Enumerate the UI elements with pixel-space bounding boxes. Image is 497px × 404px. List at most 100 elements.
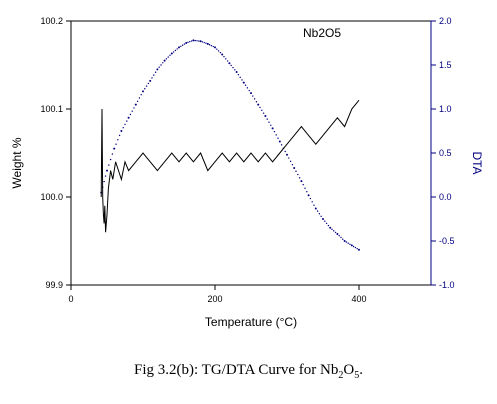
y-right-tick-label: 1.0: [439, 104, 452, 114]
dta-dot: [180, 45, 182, 47]
dta-point: [221, 53, 224, 56]
dta-dot: [295, 170, 297, 172]
dta-dot: [304, 187, 306, 189]
dta-point: [350, 244, 353, 247]
dta-dot: [117, 139, 119, 141]
dta-dot: [268, 121, 270, 123]
dta-point: [142, 90, 144, 93]
dta-point: [178, 46, 180, 49]
dta-dot: [311, 201, 313, 203]
dta-point: [286, 153, 288, 156]
dta-dot: [284, 150, 286, 153]
y-right-axis-label: DTA: [470, 151, 484, 174]
dta-dot: [198, 40, 200, 42]
dta-dot: [131, 110, 133, 112]
dta-dot: [324, 220, 326, 222]
dta-dot: [241, 79, 243, 81]
dta-dot: [181, 44, 184, 46]
dta-dot: [298, 177, 301, 179]
dta-point: [214, 46, 216, 49]
dta-point: [113, 147, 116, 150]
dta-dot: [253, 98, 256, 100]
dta-dot: [126, 120, 128, 122]
dta-dot: [138, 97, 141, 99]
dta-dot: [124, 123, 126, 126]
dta-dot: [194, 39, 196, 42]
dta-dot: [219, 51, 222, 54]
dta-dot: [318, 213, 321, 215]
y-left-tick-label: 100.0: [40, 192, 63, 202]
dta-dot: [306, 191, 308, 193]
dta-dot: [237, 73, 240, 76]
dta-dot: [167, 56, 169, 58]
dta-dot: [342, 238, 344, 240]
dta-dot: [176, 48, 178, 50]
dta-point: [163, 59, 166, 62]
dta-dot: [347, 242, 349, 244]
y-right-ticks: -1.0 -0.5 0.0 0.5 1.0 1.5 2.0: [431, 16, 455, 290]
dta-dot: [212, 45, 214, 48]
dta-dot: [252, 95, 254, 97]
dta-dot: [145, 85, 148, 87]
dta-dot: [104, 175, 107, 177]
dta-dot: [162, 62, 164, 64]
caption-subscript-5: 5: [354, 370, 360, 381]
x-tick-label: 200: [207, 294, 222, 304]
dta-point: [228, 62, 231, 65]
dta-dot: [338, 235, 340, 237]
dta-dot: [129, 113, 132, 116]
y-left-tick-label: 99.9: [45, 280, 63, 290]
dta-dot: [108, 164, 110, 166]
y-right-tick-label: 2.0: [439, 16, 452, 26]
dta-dot: [266, 118, 268, 120]
dta-dot: [297, 173, 299, 176]
dta-dot: [189, 40, 191, 43]
dta-dot: [320, 215, 322, 218]
dta-dot: [325, 222, 328, 225]
dta-point: [278, 140, 281, 143]
dta-dot: [223, 55, 225, 58]
dta-dot: [309, 197, 312, 200]
dta-dot: [203, 41, 205, 44]
dta-dot: [334, 231, 337, 234]
dta-point: [307, 194, 310, 197]
dta-dot: [255, 101, 258, 103]
dta-dot: [165, 58, 168, 60]
dta-dot: [109, 158, 112, 161]
dta-dot: [208, 44, 211, 46]
x-tick-label: 0: [68, 294, 73, 304]
dta-point: [156, 68, 159, 71]
dta-point: [343, 240, 346, 242]
plot-area: [70, 20, 432, 286]
dta-dot: [174, 49, 177, 52]
dta-dot: [288, 157, 290, 159]
y-right-tick-label: 1.5: [439, 60, 452, 70]
dta-dot: [216, 48, 218, 50]
dta-dot: [210, 44, 213, 47]
dta-point: [250, 92, 252, 95]
dta-dot: [225, 58, 227, 60]
dta-dot: [103, 180, 105, 183]
dta-point: [329, 226, 332, 229]
dta-dot: [273, 130, 276, 133]
dta-dot: [183, 43, 186, 45]
dta-point: [127, 116, 130, 119]
dta-dot: [244, 84, 247, 86]
dta-dot: [349, 243, 351, 245]
dta-point: [242, 81, 245, 84]
dta-dot: [151, 77, 153, 79]
dta-dot: [115, 143, 117, 145]
dta-dot: [172, 51, 175, 53]
dta-dot: [187, 41, 189, 44]
dta-dot: [262, 112, 265, 114]
figure-caption: Fig 3.2(b): TG/DTA Curve for Nb2O5.: [0, 362, 497, 381]
dta-dot: [153, 74, 155, 76]
dta-point: [106, 169, 108, 172]
x-tick-label: 400: [351, 294, 366, 304]
tg-line: [100, 99, 360, 233]
dta-dot: [201, 41, 204, 43]
dta-dot: [248, 89, 250, 92]
dta-point: [199, 40, 202, 43]
dta-dot: [122, 127, 124, 129]
tg-series: [100, 99, 360, 233]
